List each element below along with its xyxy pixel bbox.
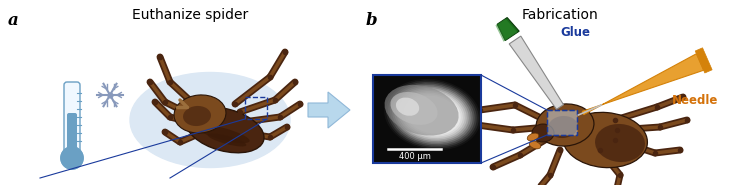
Text: b: b [366, 12, 377, 29]
Text: a: a [8, 12, 18, 29]
Ellipse shape [532, 124, 554, 142]
FancyBboxPatch shape [64, 82, 80, 156]
Text: Needle: Needle [672, 93, 718, 107]
Ellipse shape [396, 88, 468, 141]
Bar [547, 110, 577, 135]
Ellipse shape [392, 85, 473, 144]
Ellipse shape [208, 134, 246, 147]
Ellipse shape [527, 133, 539, 141]
Polygon shape [582, 54, 704, 115]
Text: Fabrication: Fabrication [522, 8, 599, 22]
Ellipse shape [183, 106, 211, 126]
Ellipse shape [548, 116, 578, 138]
Ellipse shape [402, 92, 462, 137]
Ellipse shape [394, 87, 471, 143]
Ellipse shape [391, 92, 437, 125]
Ellipse shape [562, 112, 648, 168]
Ellipse shape [406, 96, 459, 134]
FancyBboxPatch shape [67, 113, 77, 155]
Ellipse shape [529, 141, 541, 149]
Ellipse shape [404, 94, 461, 135]
Ellipse shape [390, 83, 474, 146]
Ellipse shape [398, 90, 467, 140]
Ellipse shape [385, 85, 459, 136]
Ellipse shape [130, 73, 290, 167]
Bar [547, 110, 577, 135]
Ellipse shape [388, 82, 477, 147]
Ellipse shape [396, 97, 419, 116]
Polygon shape [695, 48, 712, 73]
Ellipse shape [386, 80, 479, 149]
Text: Euthanize spider: Euthanize spider [132, 8, 248, 22]
Bar [245, 97, 267, 119]
Polygon shape [509, 36, 563, 109]
Ellipse shape [186, 107, 264, 153]
Polygon shape [308, 92, 350, 128]
Ellipse shape [595, 124, 645, 162]
Polygon shape [496, 19, 517, 42]
Ellipse shape [196, 125, 249, 143]
Ellipse shape [536, 104, 594, 146]
Polygon shape [497, 18, 519, 41]
Ellipse shape [400, 91, 465, 138]
Bar [373, 75, 481, 163]
Circle shape [61, 147, 83, 169]
Text: 400 μm: 400 μm [399, 152, 431, 161]
Ellipse shape [174, 95, 226, 133]
Text: Glue: Glue [560, 26, 590, 40]
